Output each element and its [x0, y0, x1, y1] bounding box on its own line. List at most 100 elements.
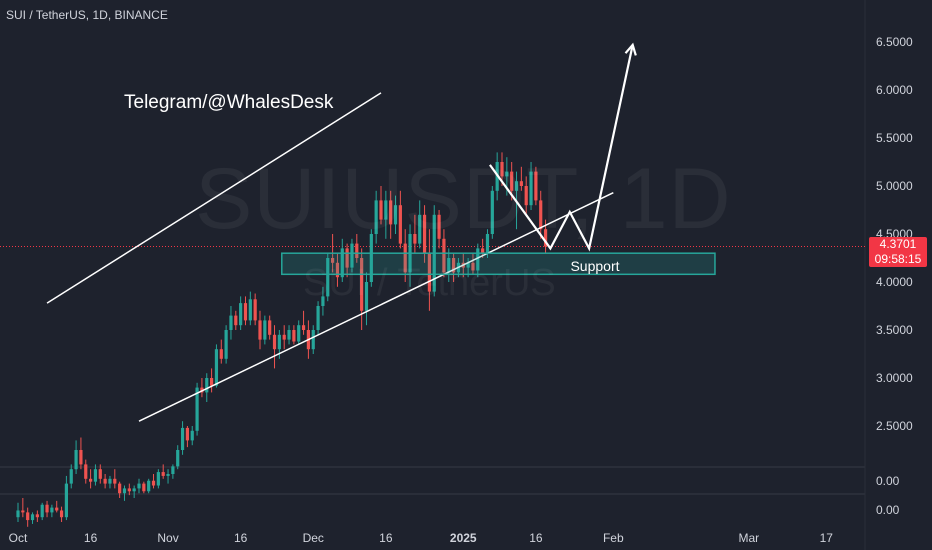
candle-body [64, 483, 68, 518]
channel-lower-line [138, 192, 614, 422]
candle-body [161, 472, 165, 476]
price-tick-label: 5.0000 [876, 179, 913, 193]
time-tick-label: 16 [83, 531, 98, 545]
candle-body [74, 450, 78, 470]
time-tick-label: 16 [529, 531, 543, 545]
candle-body [422, 214, 427, 254]
sub-pane-tick: 0.00 [876, 503, 900, 517]
candle-body [360, 258, 364, 311]
candle-body [166, 474, 170, 476]
candle-body [35, 514, 39, 518]
candle-body [258, 320, 262, 340]
candle-body [93, 469, 98, 482]
candle-body [132, 488, 136, 492]
candle-body [277, 334, 281, 350]
time-tick-label: Dec [302, 531, 324, 545]
time-tick-label: 16 [379, 531, 393, 545]
candle-body [427, 253, 431, 292]
candle-body [103, 478, 107, 484]
channel-upper-line [46, 92, 382, 304]
last-price-value: 4.3701 [879, 237, 917, 251]
candle-body [393, 205, 398, 225]
candle-body [118, 483, 122, 494]
candle-body [239, 303, 243, 326]
price-tick-label: 3.5000 [876, 323, 913, 337]
candle-body [514, 181, 519, 191]
candle-body [326, 258, 330, 297]
candle-body [127, 488, 131, 492]
candle-body [374, 200, 378, 234]
candle-body [185, 427, 189, 441]
candle-body [142, 483, 146, 492]
projection-arrowhead [624, 42, 637, 56]
candle-body [205, 378, 209, 393]
time-tick-label: Mar [738, 531, 760, 545]
support-zone-box [281, 252, 716, 276]
bar-countdown: 09:58:15 [874, 252, 922, 266]
candle-body [340, 248, 344, 278]
last-price-tag: 4.3701 09:58:15 [869, 237, 927, 267]
candle-body [248, 299, 252, 321]
candle-body [282, 334, 286, 340]
candle-body [180, 427, 185, 450]
candle-body [229, 315, 233, 330]
candle-body [418, 214, 422, 244]
candle-body [437, 214, 441, 239]
sub-pane-tick: 0.00 [876, 474, 900, 488]
candle-body [539, 200, 543, 230]
price-tick-label: 2.5000 [876, 419, 913, 433]
candle-body [500, 162, 504, 177]
candle-body [171, 466, 175, 474]
candle-body [219, 349, 223, 359]
watermark-description: SUI / TetherUS [303, 262, 556, 304]
candle-body [287, 330, 291, 340]
candle-body [176, 450, 180, 467]
candle-body [113, 478, 117, 484]
candle-body [389, 200, 393, 225]
candle-body [534, 171, 538, 201]
candle-body [59, 510, 64, 518]
candle-body [234, 315, 238, 326]
time-tick-label: Nov [157, 531, 179, 545]
candle-body [331, 258, 335, 263]
candle-body [384, 200, 388, 220]
support-label[interactable]: Support [570, 258, 620, 274]
candle-body [345, 248, 349, 268]
candle-body [210, 378, 214, 386]
candle-body [447, 258, 451, 273]
candle-body [355, 243, 359, 258]
candle-body [16, 510, 20, 518]
candle-body [268, 320, 272, 335]
candle-body [253, 299, 257, 321]
candle-body [524, 186, 528, 206]
candle-body [379, 200, 383, 220]
candle-body [108, 478, 112, 484]
candle-body [369, 234, 373, 282]
price-tick-label: 4.0000 [876, 275, 913, 289]
time-tick-label: Feb [602, 531, 624, 545]
price-tick-label: 6.5000 [876, 35, 913, 49]
candle-body [50, 507, 54, 513]
candle-body [243, 303, 248, 321]
candle-body [510, 171, 514, 191]
candle-body [297, 325, 301, 342]
symbol-header[interactable]: SUI / TetherUS, 1D, BINANCE [6, 8, 168, 22]
candle-body [45, 504, 49, 513]
candle-body [151, 480, 156, 486]
telegram-annotation[interactable]: Telegram/@WhalesDesk [124, 92, 334, 113]
candle-body [471, 262, 475, 271]
candle-body [69, 469, 73, 484]
candle-body [21, 510, 25, 513]
time-tick-label: 17 [819, 531, 833, 545]
candle-body [490, 190, 494, 234]
candle-body [89, 478, 93, 482]
candle-body [350, 243, 354, 268]
candle-body [403, 243, 407, 273]
candle-body [30, 514, 35, 521]
candle-body [272, 334, 277, 350]
candle-body [529, 171, 533, 206]
projection-path [489, 44, 634, 252]
price-tick-label: 3.0000 [876, 371, 913, 385]
candle-body [466, 262, 470, 268]
